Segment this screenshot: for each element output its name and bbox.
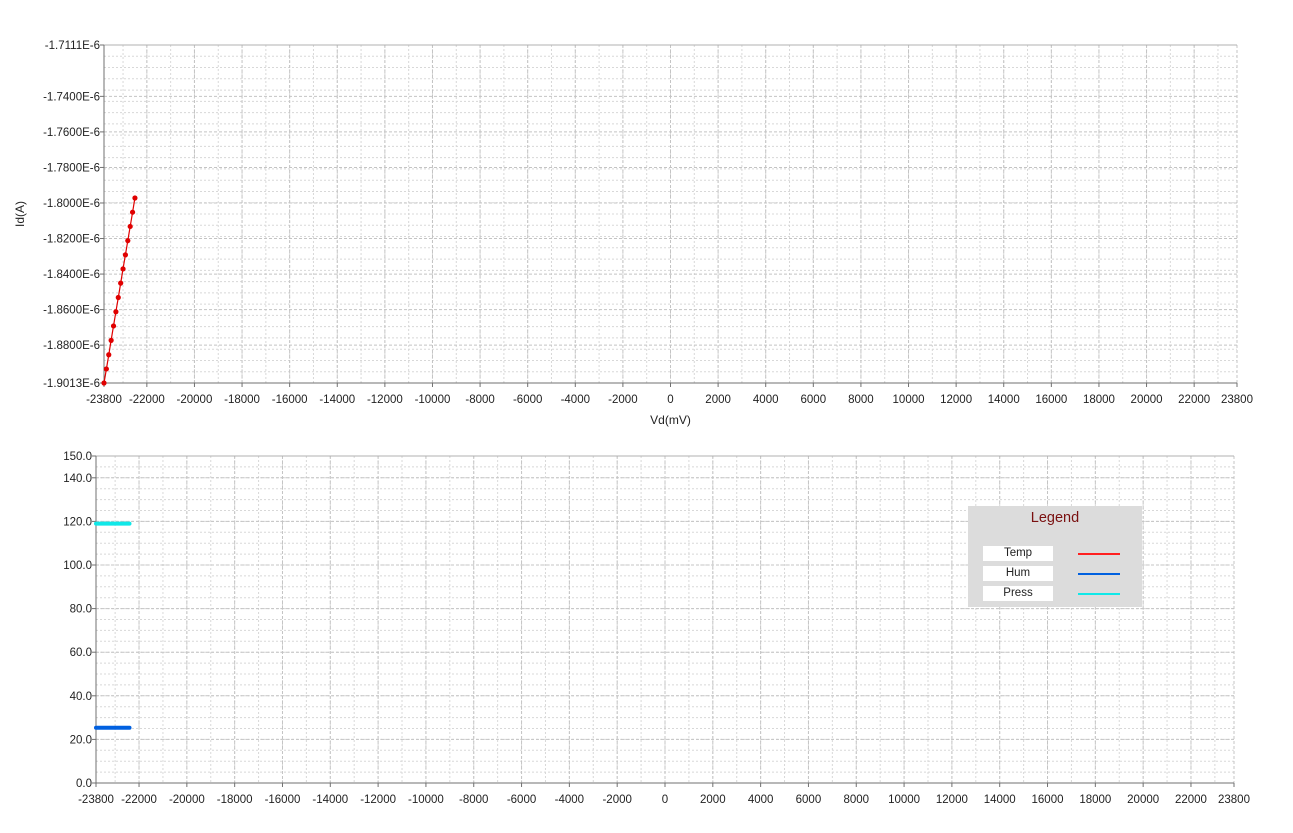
y-tick-label: -1.7400E-6	[43, 91, 100, 103]
legend: Legend Temp Hum Press	[968, 506, 1142, 607]
x-tick-label: -18000	[224, 394, 260, 406]
data-point	[132, 195, 138, 201]
x-tick-label: -20000	[169, 794, 205, 806]
x-tick-label: -23800	[78, 794, 114, 806]
x-tick-label: 23800	[1221, 394, 1253, 406]
x-tick-label: 2000	[705, 394, 731, 406]
y-tick-label: 60.0	[70, 647, 92, 659]
legend-label: Press	[983, 586, 1053, 601]
y-tick-label: -1.8800E-6	[43, 340, 100, 352]
legend-swatch	[1078, 553, 1120, 555]
x-tick-label: 14000	[984, 794, 1016, 806]
x-tick-label: -14000	[312, 794, 348, 806]
y-tick-label: -1.7600E-6	[43, 127, 100, 139]
y-tick-label: -1.8000E-6	[43, 198, 100, 210]
data-point	[127, 223, 133, 230]
x-tick-label: 0	[667, 394, 673, 406]
x-tick-label: -16000	[272, 394, 308, 406]
y-tick-label: 150.0	[63, 451, 92, 463]
x-tick-label: 23800	[1218, 794, 1250, 806]
y-axis-title: Id(A)	[13, 201, 27, 227]
x-tick-label: 12000	[936, 794, 968, 806]
x-tick-label: -23800	[86, 394, 122, 406]
data-point	[101, 380, 107, 386]
data-point	[125, 238, 131, 244]
data-point	[118, 280, 124, 286]
x-tick-label: -2000	[608, 394, 637, 406]
id-vd-chart: -23800 -22000 -20000 -18000 -16000 -14000 -120…	[13, 40, 1253, 427]
data-point	[110, 323, 117, 329]
x-tick-label: -4000	[561, 394, 590, 406]
x-tick-label: -16000	[265, 794, 301, 806]
data-point	[129, 209, 136, 215]
x-tick-label: 22000	[1178, 394, 1210, 406]
x-tick-label: -2000	[602, 794, 631, 806]
x-tick-label: -14000	[319, 394, 355, 406]
y-tick-label: 40.0	[70, 691, 92, 703]
data-point	[122, 252, 129, 258]
y-tick-label: 20.0	[70, 734, 92, 746]
x-tick-label: 18000	[1083, 394, 1115, 406]
x-tick-label: -20000	[177, 394, 213, 406]
legend-item-hum: Hum	[968, 566, 1142, 582]
x-tick-label: 12000	[940, 394, 972, 406]
legend-label: Temp	[983, 546, 1053, 561]
y-tick-label: 120.0	[63, 516, 92, 528]
x-tick-label: 20000	[1127, 794, 1159, 806]
x-tick-label: 8000	[843, 794, 869, 806]
y-tick-label: 140.0	[63, 473, 92, 485]
x-tick-label: 22000	[1175, 794, 1207, 806]
x-tick-label: -6000	[507, 794, 536, 806]
x-tick-label: 6000	[801, 394, 827, 406]
y-tick-label: -1.9013E-6	[43, 378, 100, 390]
sensor-chart: -23800 -22000 -20000 -18000 -16000 -14000 -120…	[63, 451, 1250, 806]
x-tick-label: -8000	[465, 394, 494, 406]
data-point	[120, 266, 126, 272]
x-tick-label: 16000	[1035, 394, 1067, 406]
x-tick-label: -18000	[217, 794, 253, 806]
data-point	[108, 337, 114, 343]
x-tick-label: 20000	[1131, 394, 1163, 406]
x-tick-label: -12000	[360, 794, 396, 806]
x-tick-label: 10000	[888, 794, 920, 806]
legend-swatch	[1078, 593, 1120, 595]
data-point	[115, 294, 121, 301]
x-tick-label: 6000	[796, 794, 822, 806]
x-tick-label: 4000	[748, 794, 774, 806]
legend-title: Legend	[1030, 510, 1080, 526]
y-tick-label: -1.7800E-6	[43, 162, 100, 174]
x-tick-label: 0	[662, 794, 668, 806]
y-tick-label: -1.7111E-6	[45, 40, 100, 52]
x-tick-label: -22000	[129, 394, 165, 406]
data-point	[113, 309, 119, 315]
legend-swatch	[1078, 573, 1120, 575]
data-point	[106, 352, 112, 358]
y-tick-label: 100.0	[63, 560, 92, 572]
x-tick-label: 16000	[1032, 794, 1064, 806]
x-tick-label: -10000	[408, 794, 444, 806]
legend-label: Hum	[983, 566, 1053, 581]
x-tick-label: 14000	[988, 394, 1020, 406]
legend-item-press: Press	[968, 586, 1142, 602]
y-tick-label: -1.8600E-6	[43, 305, 100, 317]
data-point	[103, 366, 109, 372]
x-tick-label: 2000	[700, 794, 726, 806]
legend-item-temp: Temp	[968, 546, 1142, 562]
x-tick-label: -4000	[555, 794, 584, 806]
x-tick-label: 18000	[1079, 794, 1111, 806]
x-axis-title: Vd(mV)	[650, 413, 691, 427]
x-tick-label: 4000	[753, 394, 779, 406]
x-tick-label: -8000	[459, 794, 488, 806]
x-tick-label: -12000	[367, 394, 403, 406]
x-tick-label: -6000	[513, 394, 542, 406]
y-tick-label: -1.8200E-6	[43, 234, 100, 246]
y-tick-label: 0.0	[76, 778, 92, 790]
y-tick-label: -1.8400E-6	[43, 269, 100, 281]
x-tick-label: -22000	[121, 794, 157, 806]
x-tick-label: 8000	[848, 394, 874, 406]
x-tick-label: -10000	[415, 394, 451, 406]
y-tick-label: 80.0	[70, 604, 92, 616]
x-tick-label: 10000	[893, 394, 925, 406]
